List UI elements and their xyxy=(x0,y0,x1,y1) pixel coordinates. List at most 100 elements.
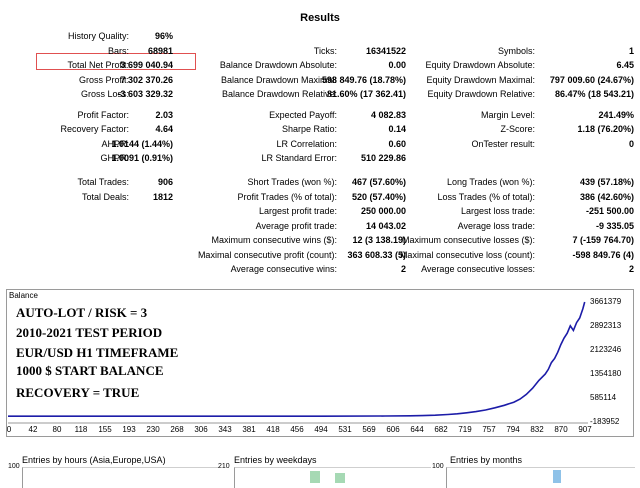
x-tick-label: 531 xyxy=(338,425,352,434)
stat-value: 1812 xyxy=(152,191,173,202)
stat-label: Average loss trade: xyxy=(457,220,535,231)
stat-label: Short Trades (won %): xyxy=(247,177,337,187)
report-title: Results xyxy=(300,12,340,24)
x-tick-label: 381 xyxy=(242,425,256,434)
weekday-bar xyxy=(310,471,320,483)
x-tick-label: 832 xyxy=(530,425,544,434)
stat-label: Maximal consecutive profit (count): xyxy=(197,249,337,260)
stat-label: History Quality: xyxy=(67,31,129,41)
month-bar xyxy=(553,470,561,483)
stat-value: -9 335.05 xyxy=(595,220,634,231)
stat-value: 2.03 xyxy=(155,110,173,120)
stat-value: 81.60% (17 362.41) xyxy=(326,89,406,99)
overlay-line-2: 2010-2021 TEST PERIOD xyxy=(16,325,163,340)
y-tick-label: 2892313 xyxy=(590,321,622,330)
stat-value: 16341522 xyxy=(365,45,406,56)
stat-value: -251 500.00 xyxy=(585,206,634,216)
stat-value: 520 (57.40%) xyxy=(351,191,406,202)
stat-label: Loss Trades (% of total): xyxy=(437,191,535,202)
stat-value: 250 000.00 xyxy=(360,206,406,216)
stat-value: 96% xyxy=(154,31,173,41)
stat-value: 1 xyxy=(628,45,634,56)
stat-value: 598 849.76 (18.78%) xyxy=(321,74,406,85)
stat-label: Largest profit trade: xyxy=(258,206,337,216)
stat-label: Balance Drawdown Maximal: xyxy=(220,74,337,85)
entries-by-weekdays-axis: 210 xyxy=(218,463,230,470)
x-tick-label: 418 xyxy=(266,425,280,434)
stat-value: 3 699 040.94 xyxy=(120,60,173,70)
stat-value: 7 (-159 764.70) xyxy=(572,235,634,245)
balance-series-line xyxy=(8,301,586,417)
stat-label: Z-Score: xyxy=(500,124,535,135)
x-tick-label: 0 xyxy=(6,425,12,434)
stat-value: 4 082.83 xyxy=(370,110,406,120)
stat-label: Gross Loss: xyxy=(80,89,129,99)
x-tick-label: 644 xyxy=(410,425,424,434)
x-tick-label: 870 xyxy=(554,425,568,434)
stat-value: 2 xyxy=(400,264,406,274)
entries-by-hours-chart xyxy=(22,467,219,488)
y-tick-label: 2123246 xyxy=(590,345,622,354)
stat-label: Equity Drawdown Maximal: xyxy=(426,74,535,85)
x-tick-label: 456 xyxy=(290,425,304,434)
x-tick-label: 794 xyxy=(506,425,520,434)
stat-value: 0.60 xyxy=(388,138,406,149)
balance-chart-caption: Balance xyxy=(9,291,38,300)
balance-chart-frame xyxy=(6,289,634,437)
x-tick-label: 757 xyxy=(482,425,496,434)
entries-by-months-axis: 100 xyxy=(432,463,444,470)
stat-label: Total Net Profit: xyxy=(67,60,129,70)
stat-value: 7 302 370.26 xyxy=(120,74,173,85)
stat-label: Margin Level: xyxy=(480,110,535,120)
stat-label: Ticks: xyxy=(313,45,337,56)
stat-label: Balance Drawdown Relative: xyxy=(221,89,337,99)
stat-value: 510 229.86 xyxy=(360,152,406,163)
stat-label: Average profit trade: xyxy=(255,220,337,231)
y-tick-label: 3661379 xyxy=(590,297,622,306)
entries-by-months-chart xyxy=(446,467,635,488)
x-tick-label: 193 xyxy=(122,425,136,434)
stat-label: Balance Drawdown Absolute: xyxy=(219,60,337,70)
stat-value: 86.47% (18 543.21) xyxy=(554,89,634,99)
stat-label: Maximum consecutive wins ($): xyxy=(211,235,337,245)
stat-label: Profit Factor: xyxy=(77,110,129,120)
y-tick-label: 585114 xyxy=(590,393,617,402)
stat-label: AHPR: xyxy=(101,138,129,149)
overlay-line-5: RECOVERY = TRUE xyxy=(16,385,140,400)
stat-label: Symbols: xyxy=(497,45,535,56)
stat-label: LR Standard Error: xyxy=(261,152,337,163)
entries-by-hours-axis: 100 xyxy=(8,463,20,470)
overlay-line-4: 1000 $ START BALANCE xyxy=(16,363,164,378)
x-tick-label: 80 xyxy=(52,425,62,434)
stat-value: 439 (57.18%) xyxy=(579,177,634,187)
stat-value: 6.45 xyxy=(616,60,634,70)
stat-label: GHPR: xyxy=(100,152,129,163)
stat-label: Expected Payoff: xyxy=(269,110,337,120)
stat-label: Largest loss trade: xyxy=(460,206,535,216)
x-tick-label: 268 xyxy=(170,425,184,434)
stat-value: 0 xyxy=(628,138,634,149)
stat-label: Maximum consecutive losses ($): xyxy=(401,235,535,245)
stat-label: Total Deals: xyxy=(81,191,129,202)
entries-by-months-title: Entries by months xyxy=(450,455,523,465)
stat-value: 363 608.33 (5) xyxy=(347,249,406,260)
stat-label: Equity Drawdown Absolute: xyxy=(425,60,535,70)
x-tick-label: 343 xyxy=(218,425,232,434)
entries-by-weekdays-title: Entries by weekdays xyxy=(234,455,317,465)
stat-value: 1.18 (76.20%) xyxy=(577,124,634,135)
stat-label: LR Correlation: xyxy=(276,138,337,149)
stat-value: 0.14 xyxy=(388,124,406,135)
x-tick-label: 682 xyxy=(434,425,448,434)
stat-value: 2 xyxy=(628,264,634,274)
stat-value: 12 (3 138.19) xyxy=(352,235,406,245)
stat-value: 467 (57.60%) xyxy=(351,177,406,187)
stat-label: Maximal consecutive loss (count): xyxy=(399,249,535,260)
stat-value: 1.0144 (1.44%) xyxy=(111,138,173,149)
stat-value: 241.49% xyxy=(598,110,634,120)
stat-value: 0.00 xyxy=(388,60,406,70)
x-tick-label: 569 xyxy=(362,425,376,434)
stat-label: Sharpe Ratio: xyxy=(281,124,337,135)
y-tick-label: 1354180 xyxy=(590,369,622,378)
stat-label: Total Trades: xyxy=(77,177,129,187)
stat-value: -598 849.76 (4) xyxy=(572,249,634,260)
